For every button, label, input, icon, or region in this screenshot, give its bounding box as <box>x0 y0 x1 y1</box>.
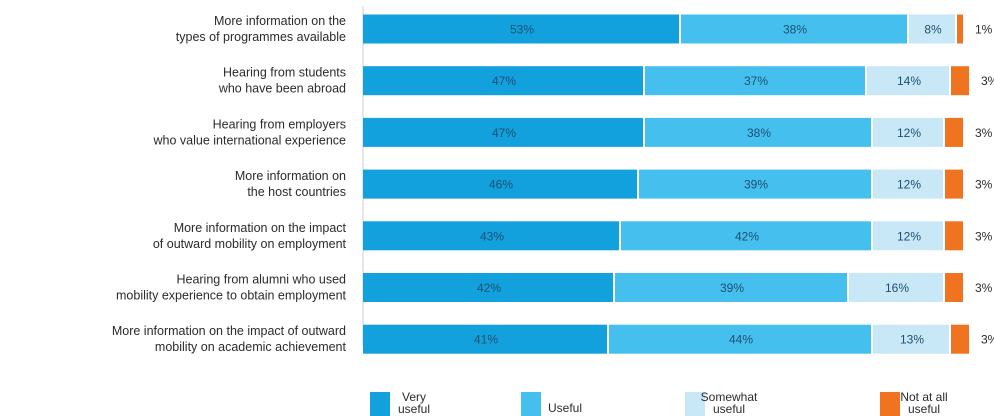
bar-segment <box>945 273 963 302</box>
data-label: 3% <box>975 126 993 140</box>
data-label: 3% <box>981 74 994 88</box>
bar-segment <box>639 169 871 199</box>
data-label: 13% <box>900 333 924 347</box>
category-label-line: More information on the <box>214 14 346 28</box>
bar-segment <box>363 273 613 302</box>
category-label-line: Hearing from students <box>223 66 346 80</box>
data-label: 12% <box>897 126 921 140</box>
data-label: 46% <box>489 178 513 192</box>
data-label: 1% <box>975 23 993 37</box>
bar-segment <box>363 221 619 251</box>
category-label: More information on the impact of outward… <box>153 221 347 251</box>
data-label: 47% <box>492 74 516 88</box>
category-label-line: More information on the impact <box>174 221 347 235</box>
bar-segment <box>363 14 679 44</box>
category-label-line: mobility experience to obtain employment <box>116 289 347 303</box>
bar-segment <box>873 117 943 147</box>
data-label: 3% <box>975 178 993 192</box>
bar-segment <box>363 117 643 147</box>
data-label: 39% <box>744 178 768 192</box>
legend-swatch <box>880 392 900 416</box>
legend-label-line: useful <box>713 402 745 416</box>
legend-label-line: useful <box>398 402 430 416</box>
legend-label-line: Somewhat <box>701 390 758 404</box>
data-label: 39% <box>720 281 744 295</box>
bar-segment <box>909 14 955 44</box>
bar-segment <box>363 169 637 199</box>
category-label-line: types of programmes available <box>176 30 346 44</box>
bar-segment <box>951 66 969 96</box>
bar-segment <box>621 221 871 251</box>
legend-label-line: Very <box>402 390 426 404</box>
data-label: 53% <box>510 23 534 37</box>
data-label: 42% <box>477 281 501 295</box>
category-label: More information on the types of programm… <box>176 14 346 44</box>
bar-segment <box>957 14 963 44</box>
data-label: 3% <box>975 229 993 243</box>
data-label: 44% <box>729 333 753 347</box>
bar-segment <box>945 117 963 147</box>
bars-layer: 53% 38% 8% 1% 47% 37% 14% 3% 47% 38% 12% 3% 46% 39% 12… <box>363 14 994 354</box>
legend-label-line: Useful <box>548 401 582 415</box>
data-label: 41% <box>474 333 498 347</box>
bar-segment <box>873 221 943 251</box>
category-label: More information on the host countries <box>235 169 346 199</box>
legend-label: Not at all useful <box>900 390 947 416</box>
data-label: 38% <box>747 126 771 140</box>
bar-segment <box>867 66 949 96</box>
data-label: 3% <box>975 281 993 295</box>
category-label-line: who have been abroad <box>218 82 346 96</box>
legend-label: Somewhat useful <box>701 390 758 416</box>
legend-label-line: useful <box>908 402 940 416</box>
bar-segment <box>945 221 963 251</box>
category-label: Hearing from alumni who used mobility exp… <box>116 273 347 303</box>
bar-segment <box>645 66 865 96</box>
bar-segment <box>945 169 963 199</box>
bar-segment <box>849 273 943 302</box>
category-label-line: of outward mobility on employment <box>153 237 347 251</box>
data-label: 3% <box>981 333 994 347</box>
legend-label: Very useful <box>398 390 430 416</box>
category-label-line: Hearing from employers <box>213 117 346 131</box>
legend-swatch <box>521 392 541 416</box>
category-label-line: who value international experience <box>153 133 347 147</box>
bar-segment <box>873 324 949 354</box>
category-label-line: Hearing from alumni who used <box>176 273 346 287</box>
bar-segment <box>615 273 847 302</box>
bar-segment <box>681 14 907 44</box>
category-label: Hearing from employers who value internat… <box>153 117 347 147</box>
data-label: 42% <box>735 229 759 243</box>
data-label: 37% <box>744 74 768 88</box>
bar-segment <box>951 324 969 354</box>
data-label: 12% <box>897 178 921 192</box>
data-label: 47% <box>492 126 516 140</box>
category-label-line: More information on <box>235 169 346 183</box>
category-label-line: the host countries <box>247 185 346 199</box>
legend-label: Useful <box>548 401 582 415</box>
data-label: 8% <box>924 23 942 37</box>
legend-label-line: Not at all <box>900 390 947 404</box>
category-labels: More information on the types of programm… <box>112 14 347 354</box>
bar-segment <box>609 324 871 354</box>
bar-segment <box>363 324 607 354</box>
data-label: 43% <box>480 229 504 243</box>
data-label: 38% <box>783 23 807 37</box>
data-label: 14% <box>897 74 921 88</box>
data-label: 16% <box>885 281 909 295</box>
legend-swatch <box>685 392 705 416</box>
bar-segment <box>645 117 871 147</box>
category-label-line: mobility on academic achievement <box>155 340 347 354</box>
category-label-line: More information on the impact of outwar… <box>112 324 346 338</box>
data-label: 12% <box>897 229 921 243</box>
category-label: More information on the impact of outwar… <box>112 324 347 354</box>
category-label: Hearing from students who have been abroa… <box>218 66 346 96</box>
bar-segment <box>363 66 643 96</box>
bar-segment <box>873 169 943 199</box>
legend-swatch <box>370 392 390 416</box>
